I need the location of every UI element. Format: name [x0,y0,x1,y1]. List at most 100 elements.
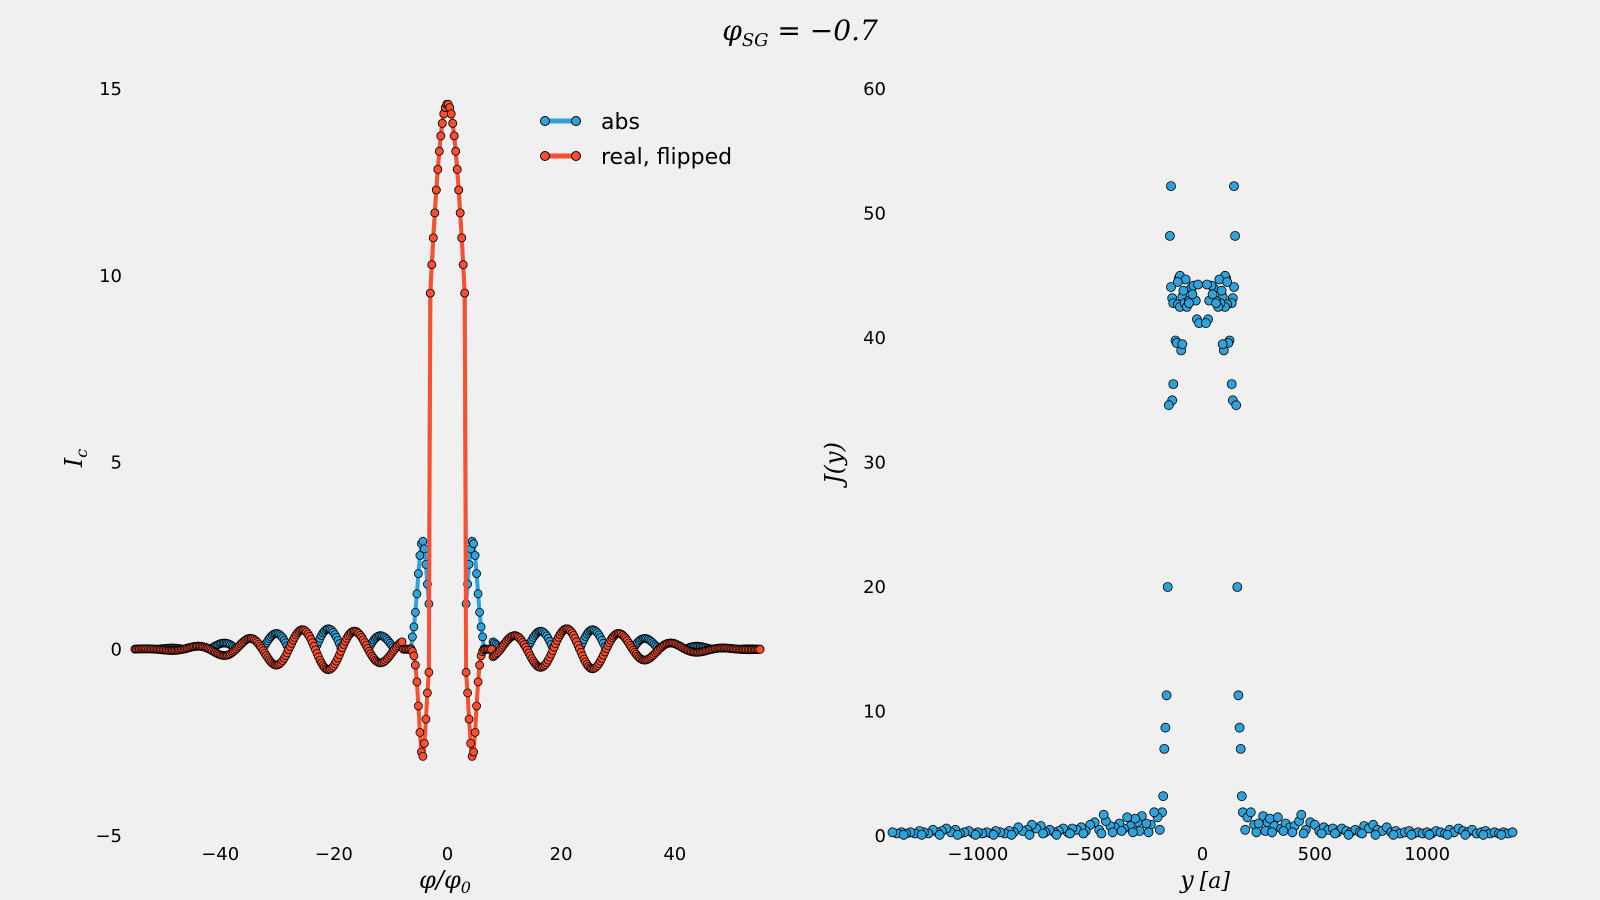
right-x-tick-label: 1000 [1404,844,1450,865]
data-point-real [451,146,461,156]
data-point-real [470,728,480,737]
scatter-point [1154,824,1165,835]
scatter-point [1496,829,1507,840]
scatter-point [970,829,981,840]
data-point-real [472,701,482,711]
data-point-real [418,752,428,761]
scatter-point [1251,827,1262,838]
data-point-abs [475,607,485,617]
figure-suptitle: φSG = −0.7 [722,14,878,51]
scatter-point [1149,807,1160,818]
scatter-point [1107,827,1118,838]
scatter-point [1116,826,1127,836]
left-chart-series [130,99,765,761]
scatter-point [1201,318,1211,329]
legend-real-marker-left [540,151,550,161]
right-y-tick-label: 60 [863,79,886,100]
scatter-point [1234,722,1245,733]
data-point-abs [419,544,429,554]
scatter-point [1128,827,1138,838]
left-x-tick-label: 40 [663,844,686,865]
scatter-point [1166,181,1176,192]
scatter-point [1316,828,1327,839]
scatter-point [1272,812,1283,823]
scatter-point [1460,829,1471,840]
scatter-point [1226,379,1237,390]
scatter-point [1165,230,1175,241]
legend-abs-marker-right [571,116,581,126]
right-x-tick-label: −1000 [947,844,1008,865]
scatter-point [988,829,999,840]
data-point-real [437,119,447,128]
right-chart-x-axis-label: y [a] [1179,866,1230,894]
left-chart-x-tick-labels: −40 −20 0 20 40 [201,844,686,865]
left-x-tick-label: −20 [315,844,353,865]
left-x-label-sub: 0 [461,878,471,897]
scatter-point [1230,230,1240,241]
scatter-point [1143,827,1154,838]
scatter-point [1222,277,1233,287]
data-point-real [427,260,437,270]
legend-abs-marker-left [540,116,550,126]
right-y-tick-label: 20 [863,577,886,598]
scatter-point [934,829,945,840]
data-point-real [475,660,485,670]
legend: abs real, flipped [540,110,732,170]
data-point-abs [472,569,482,578]
scatter-point [1442,829,1453,840]
scatter-point [1065,828,1075,839]
scatter-point [1236,791,1247,802]
scatter-point [1168,379,1179,390]
data-point-real [412,677,422,687]
right-y-tick-label: 0 [875,826,886,847]
scatter-point [916,829,927,840]
scatter-point [1166,282,1176,292]
scatter-point [1078,828,1089,839]
scatter-point [1006,829,1017,840]
data-point-real [449,131,459,141]
scatter-point [1217,339,1228,350]
scatter-point [1343,829,1354,840]
right-chart: −1000 −500 0 500 1000 0 10 20 30 40 50 60 y [a] J(y… [820,79,1518,894]
data-point-abs [470,551,480,560]
scatter-point [1207,289,1218,300]
right-x-label-bracket: [a] [1200,869,1231,894]
legend-real-label: real, flipped [601,145,732,170]
right-y-tick-label: 10 [863,702,886,723]
data-point-real [436,131,446,141]
data-point-real [409,651,419,661]
suptitle-symbol: φ [722,14,742,47]
legend-item-abs: abs [540,110,640,135]
scatter-point [1235,744,1246,754]
data-point-abs [469,539,479,549]
right-chart-y-tick-labels: 0 10 20 30 40 50 60 [863,79,886,847]
scatter-point [1287,827,1298,838]
scatter-point [1122,812,1133,823]
data-point-real [755,645,765,654]
scatter-point [1507,827,1518,838]
scatter-point [1406,829,1417,840]
scatter-point [1158,791,1169,802]
scatter-point [1162,582,1173,592]
left-x-label-main: φ/φ [419,866,461,894]
data-point-real [473,677,483,687]
series-line-abs [134,102,761,654]
data-point-abs [473,589,483,599]
scatter-point [1202,279,1212,290]
data-point-real [397,637,407,647]
scatter-point [1193,279,1203,290]
data-point-real [446,109,456,119]
data-point-abs [407,632,417,642]
scatter-point [1187,289,1198,300]
scatter-point [1098,809,1109,820]
data-point-abs [415,551,425,560]
legend-abs-label: abs [601,110,640,135]
scatter-point [1229,282,1239,292]
scatter-point [1478,829,1489,840]
scatter-point [1296,809,1307,820]
left-y-label-sub: c [72,449,91,458]
right-y-tick-label: 50 [863,204,886,225]
data-point-real [466,739,476,748]
data-point-abs [476,622,486,632]
